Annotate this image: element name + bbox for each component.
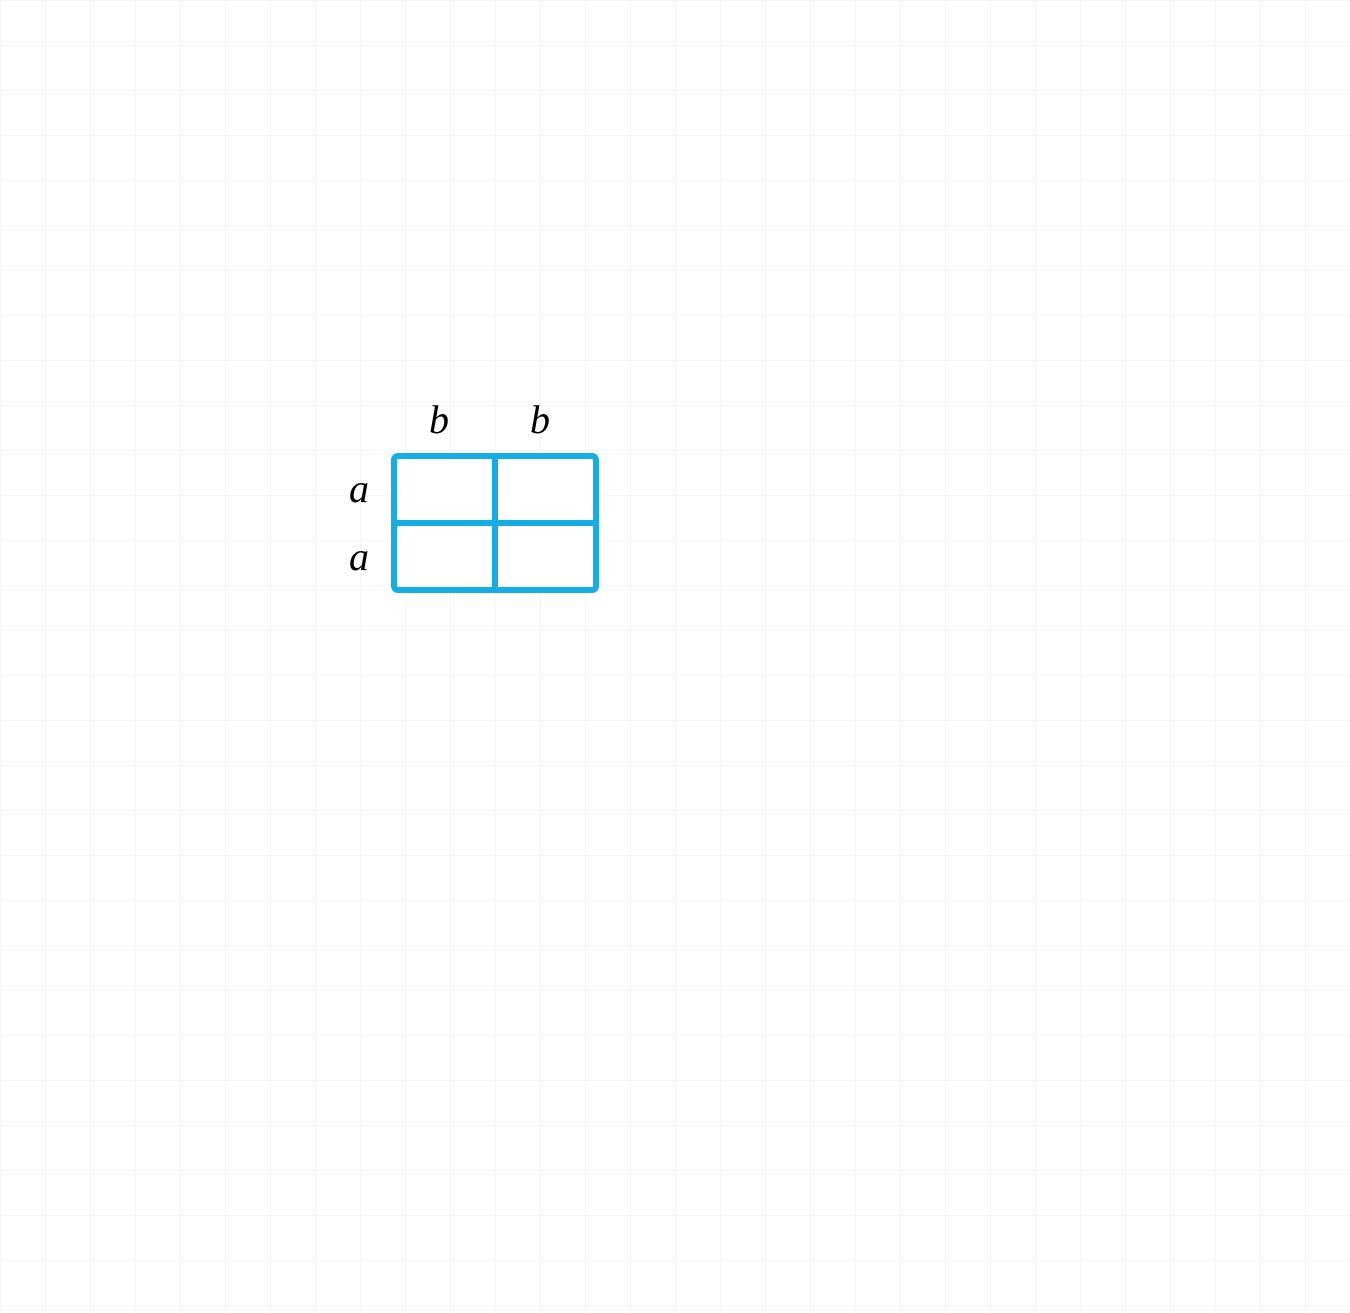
table-diagram (0, 0, 1350, 1313)
col-label-1: b (530, 396, 550, 443)
col-label-0: b (429, 396, 449, 443)
row-label-1: a (349, 533, 369, 580)
row-label-0: a (349, 465, 369, 512)
